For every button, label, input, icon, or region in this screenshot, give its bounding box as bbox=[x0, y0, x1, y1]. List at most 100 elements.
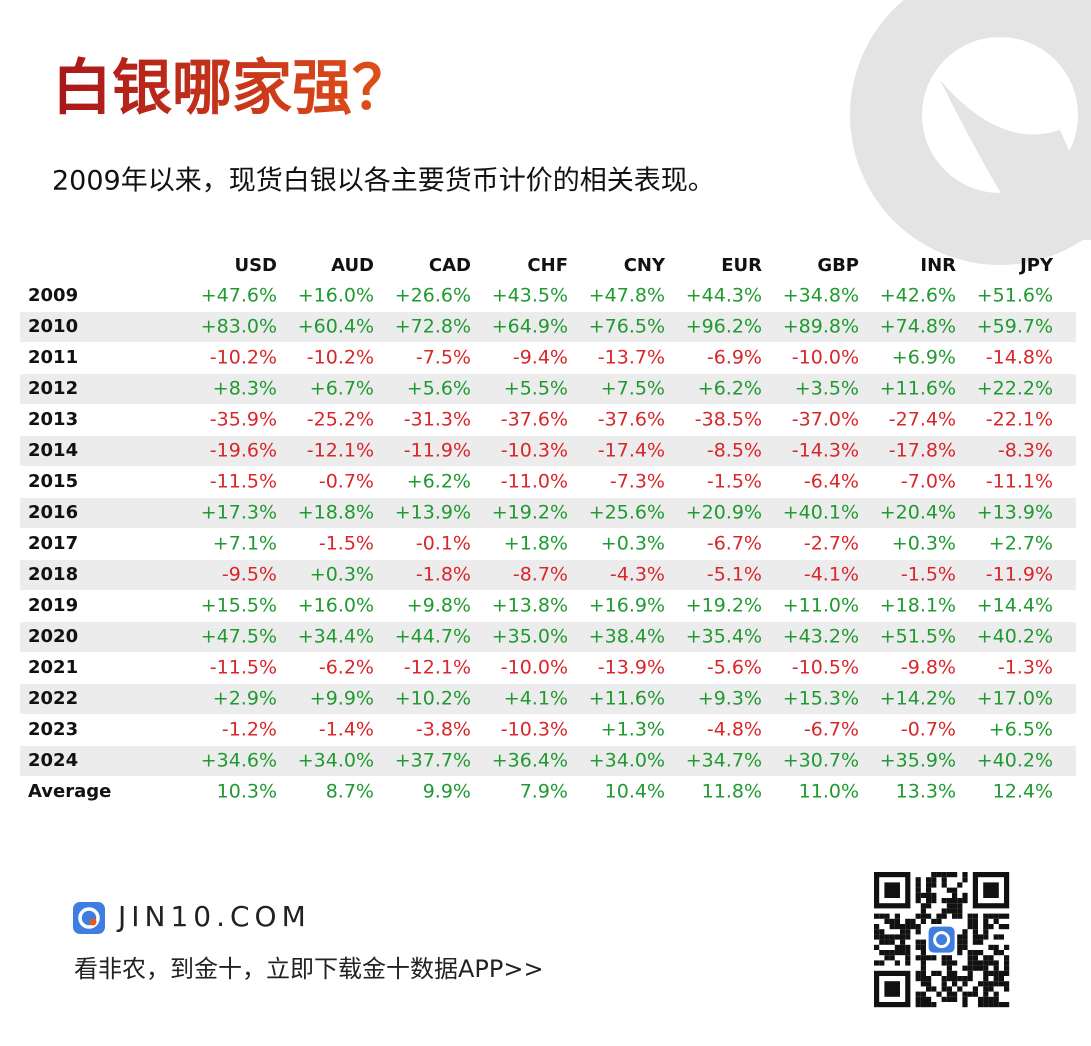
qr-module bbox=[931, 877, 937, 883]
qr-module bbox=[910, 918, 916, 924]
qr-module bbox=[957, 944, 963, 950]
qr-module bbox=[993, 913, 999, 919]
qr-module bbox=[988, 955, 994, 961]
qr-module bbox=[915, 1002, 921, 1008]
cell: -4.1% bbox=[804, 564, 859, 586]
column-header: EUR bbox=[721, 255, 762, 276]
qr-module bbox=[962, 996, 968, 1002]
column-header: JPY bbox=[1018, 255, 1054, 276]
qr-module bbox=[972, 960, 978, 966]
qr-module bbox=[993, 981, 999, 987]
row-stripe bbox=[20, 498, 1076, 528]
qr-module bbox=[884, 934, 890, 940]
qr-module bbox=[952, 960, 958, 966]
cell: -9.8% bbox=[901, 657, 956, 679]
cell: -22.1% bbox=[986, 409, 1053, 431]
column-header: AUD bbox=[331, 255, 374, 276]
qr-module bbox=[946, 996, 952, 1002]
cell: +30.7% bbox=[783, 750, 859, 772]
qr-module bbox=[926, 986, 932, 992]
qr-module bbox=[894, 950, 900, 956]
qr-module bbox=[988, 960, 994, 966]
qr-module bbox=[936, 991, 942, 997]
cell: +40.2% bbox=[977, 626, 1053, 648]
qr-module bbox=[884, 918, 890, 924]
qr-module bbox=[993, 970, 999, 976]
cell: -11.9% bbox=[986, 564, 1053, 586]
qr-module bbox=[978, 1002, 984, 1008]
qr-module bbox=[978, 965, 984, 971]
cell: +2.7% bbox=[989, 533, 1053, 555]
qr-module bbox=[905, 929, 911, 935]
qr-module bbox=[952, 898, 958, 904]
qr-module bbox=[926, 913, 932, 919]
cell: +5.6% bbox=[407, 378, 471, 400]
cell: -3.8% bbox=[416, 719, 471, 741]
qr-module bbox=[931, 892, 937, 898]
qr-module bbox=[946, 965, 952, 971]
qr-module bbox=[920, 944, 926, 950]
qr-module bbox=[874, 944, 880, 950]
qr-module bbox=[884, 939, 890, 945]
cell: +34.8% bbox=[783, 285, 859, 307]
qr-module bbox=[879, 950, 885, 956]
qr-module bbox=[998, 981, 1004, 987]
qr-module bbox=[972, 955, 978, 961]
cell: -10.5% bbox=[792, 657, 859, 679]
qr-module bbox=[972, 929, 978, 935]
row-stripe bbox=[20, 622, 1076, 652]
qr-module bbox=[889, 924, 895, 930]
cell: +43.2% bbox=[783, 626, 859, 648]
qr-module bbox=[952, 976, 958, 982]
cell: -4.8% bbox=[707, 719, 762, 741]
cell: -6.2% bbox=[319, 657, 374, 679]
qr-module bbox=[993, 976, 999, 982]
qr-module bbox=[946, 872, 952, 878]
cell: -0.7% bbox=[319, 471, 374, 493]
qr-module bbox=[931, 882, 937, 888]
cell: 9.9% bbox=[423, 781, 471, 803]
qr-module bbox=[941, 955, 947, 961]
qr-module bbox=[978, 950, 984, 956]
qr-module bbox=[946, 887, 952, 893]
cell: +43.5% bbox=[492, 285, 568, 307]
subtitle: 2009年以来，现货白银以各主要货币计价的相关表现。 bbox=[52, 166, 715, 197]
qr-module bbox=[998, 970, 1004, 976]
qr-module bbox=[941, 986, 947, 992]
qr-module bbox=[983, 955, 989, 961]
qr-module bbox=[983, 934, 989, 940]
cell: +11.6% bbox=[880, 378, 956, 400]
qr-module bbox=[993, 960, 999, 966]
qr-module bbox=[920, 892, 926, 898]
qr-module bbox=[957, 913, 963, 919]
qr-module bbox=[920, 950, 926, 956]
cell: -11.9% bbox=[404, 440, 471, 462]
cell: +2.9% bbox=[213, 688, 277, 710]
cell: +0.3% bbox=[601, 533, 665, 555]
qr-module bbox=[915, 898, 921, 904]
qr-module bbox=[962, 898, 968, 904]
row-label: 2011 bbox=[28, 347, 78, 368]
cell: -5.1% bbox=[707, 564, 762, 586]
qr-module bbox=[926, 996, 932, 1002]
column-header: USD bbox=[234, 255, 277, 276]
qr-module bbox=[993, 996, 999, 1002]
cell: +13.9% bbox=[977, 502, 1053, 524]
qr-module bbox=[998, 913, 1004, 919]
qr-module bbox=[983, 918, 989, 924]
cell: +13.9% bbox=[395, 502, 471, 524]
qr-module bbox=[931, 970, 937, 976]
row-label: 2024 bbox=[28, 750, 78, 771]
qr-module bbox=[957, 903, 963, 909]
cell: -1.5% bbox=[707, 471, 762, 493]
row-label: Average bbox=[28, 781, 111, 802]
cell: -37.0% bbox=[792, 409, 859, 431]
qr-module bbox=[905, 918, 911, 924]
qr-module bbox=[967, 913, 973, 919]
column-header: INR bbox=[920, 255, 956, 276]
qr-module bbox=[889, 918, 895, 924]
qr-module bbox=[874, 913, 880, 919]
row-stripe bbox=[20, 312, 1076, 342]
qr-module bbox=[962, 991, 968, 997]
qr-module bbox=[920, 918, 926, 924]
